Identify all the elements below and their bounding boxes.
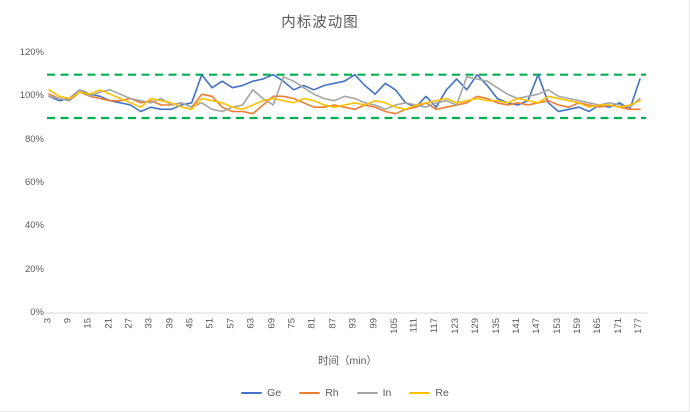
x-tick-label: 57	[225, 318, 237, 329]
x-axis-title: 时间（min）	[318, 355, 377, 367]
x-tick-label: 27	[123, 318, 135, 329]
y-tick-label: 40%	[24, 220, 44, 232]
x-tick-label: 45	[184, 318, 196, 329]
legend-label-ge: Ge	[267, 387, 282, 399]
x-tick-label: 9	[62, 318, 74, 324]
x-tick-label: 87	[327, 318, 339, 329]
legend-swatch-in	[356, 391, 378, 395]
legend-swatch-ge	[241, 391, 263, 395]
x-tick-label: 3	[42, 318, 53, 324]
x-tick-label: 69	[266, 318, 278, 329]
x-tick-label: 117	[429, 318, 441, 334]
x-tick-label: 123	[449, 318, 461, 334]
x-tick-label: 171	[612, 318, 624, 334]
series-line-re	[48, 89, 641, 111]
x-tick-label: 39	[164, 318, 176, 329]
legend-label-in: In	[382, 387, 392, 399]
x-tick-label: 81	[306, 318, 318, 329]
x-tick-label: 135	[490, 318, 502, 334]
chart-title: 内标波动图	[281, 15, 359, 31]
x-tick-label: 129	[469, 318, 481, 334]
x-tick-label: 165	[592, 318, 604, 334]
y-tick-label: 60%	[24, 177, 44, 188]
y-tick-label: 0%	[30, 307, 44, 318]
x-tick-label: 33	[143, 318, 155, 329]
y-tick-label: 80%	[24, 133, 44, 145]
series-line-ge	[48, 73, 641, 113]
legend: Ge Rh In Re	[0, 387, 689, 399]
y-tick-label: 20%	[24, 263, 44, 275]
legend-item-in: In	[356, 387, 392, 399]
y-tick-label: 100%	[19, 90, 44, 102]
x-tick-label: 159	[571, 318, 583, 334]
legend-item-ge: Ge	[241, 387, 281, 399]
x-tick-label: 93	[347, 318, 359, 329]
x-tick-label: 63	[245, 318, 257, 329]
x-tick-label: 75	[286, 318, 298, 329]
legend-item-rh: Rh	[299, 387, 339, 399]
x-tick-label: 177	[633, 318, 644, 334]
x-tick-label: 141	[510, 318, 522, 334]
x-tick-label: 21	[103, 318, 115, 329]
legend-item-re: Re	[409, 387, 449, 399]
x-tick-label: 153	[551, 318, 563, 334]
x-tick-label: 111	[408, 318, 420, 333]
x-tick-label: 15	[82, 318, 94, 329]
legend-label-rh: Rh	[325, 387, 339, 399]
x-tick-label: 99	[368, 318, 380, 329]
x-tick-label: 147	[531, 318, 543, 334]
legend-swatch-rh	[299, 391, 321, 395]
y-tick-label: 120%	[19, 47, 44, 58]
legend-swatch-re	[409, 391, 431, 395]
legend-label-re: Re	[435, 387, 449, 399]
x-tick-label: 105	[388, 318, 400, 334]
x-tick-label: 51	[205, 318, 217, 329]
